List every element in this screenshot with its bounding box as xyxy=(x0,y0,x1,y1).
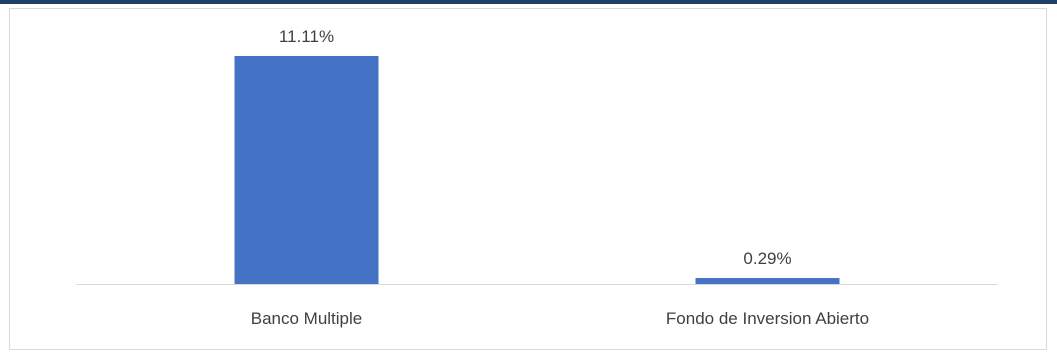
category-label-0: Banco Multiple xyxy=(251,309,363,328)
data-labels-group: 11.11% 0.29% xyxy=(279,27,792,268)
bar-0 xyxy=(234,56,379,284)
category-label-1: Fondo de Inversion Abierto xyxy=(666,309,869,328)
data-label-1: 0.29% xyxy=(743,249,791,268)
data-label-0: 11.11% xyxy=(279,27,334,46)
category-labels-group: Banco Multiple Fondo de Inversion Abierto xyxy=(251,309,869,328)
bars-group xyxy=(234,56,840,284)
chart-frame xyxy=(9,8,1047,350)
top-rule xyxy=(0,0,1057,4)
bar-1 xyxy=(695,278,840,284)
